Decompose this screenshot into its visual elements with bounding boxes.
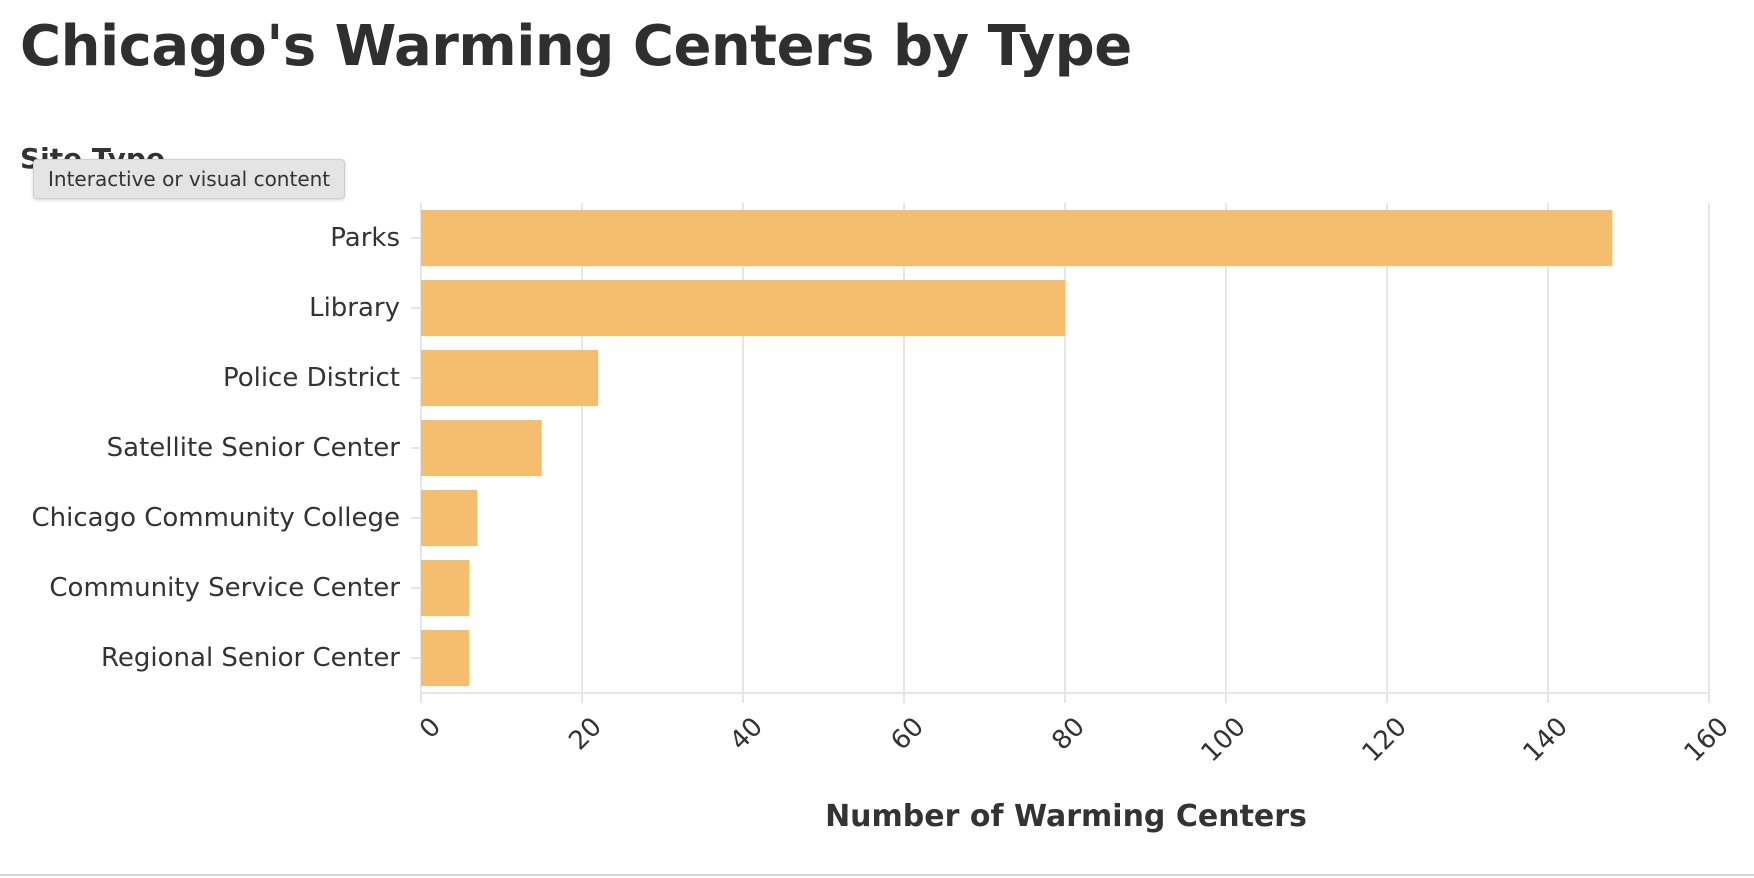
category-label: Community Service Center	[49, 573, 400, 603]
x-tick-label: 140	[1518, 712, 1574, 768]
chart-title: Chicago's Warming Centers by Type	[20, 14, 1132, 79]
category-label: Satellite Senior Center	[107, 433, 401, 463]
x-tick-label: 120	[1357, 712, 1413, 768]
bar-parks[interactable]	[421, 210, 1613, 266]
x-tick-label: 0	[414, 712, 447, 745]
bar-regional-senior-center[interactable]	[421, 630, 470, 686]
x-tick-label: 60	[885, 712, 930, 757]
tooltip: Interactive or visual content	[33, 159, 346, 199]
category-label: Police District	[223, 363, 400, 393]
bar-satellite-senior-center[interactable]	[421, 420, 542, 476]
x-axis-title: Number of Warming Centers	[825, 799, 1307, 834]
bottom-divider	[0, 874, 1754, 876]
x-tick-label: 40	[724, 712, 769, 757]
bars	[421, 210, 1613, 686]
category-label: Regional Senior Center	[101, 643, 400, 673]
bar-library[interactable]	[421, 280, 1065, 336]
bar-chicago-community-college[interactable]	[421, 490, 478, 546]
x-tick-label: 20	[563, 712, 608, 757]
x-tick-label: 80	[1046, 712, 1091, 757]
x-tick-label: 160	[1679, 712, 1735, 768]
category-label: Parks	[330, 223, 400, 253]
bar-police-district[interactable]	[421, 350, 599, 406]
axes	[411, 237, 1710, 703]
x-tick-labels: 0 20 40 60 80 100 120 140 160	[414, 712, 1735, 768]
bar-community-service-center[interactable]	[421, 560, 470, 616]
category-labels: Parks Library Police District Satellite Sen…	[31, 223, 400, 673]
x-tick-label: 100	[1196, 712, 1252, 768]
category-label: Chicago Community College	[31, 503, 400, 533]
grid-lines	[420, 203, 1710, 693]
category-label: Library	[309, 293, 400, 323]
